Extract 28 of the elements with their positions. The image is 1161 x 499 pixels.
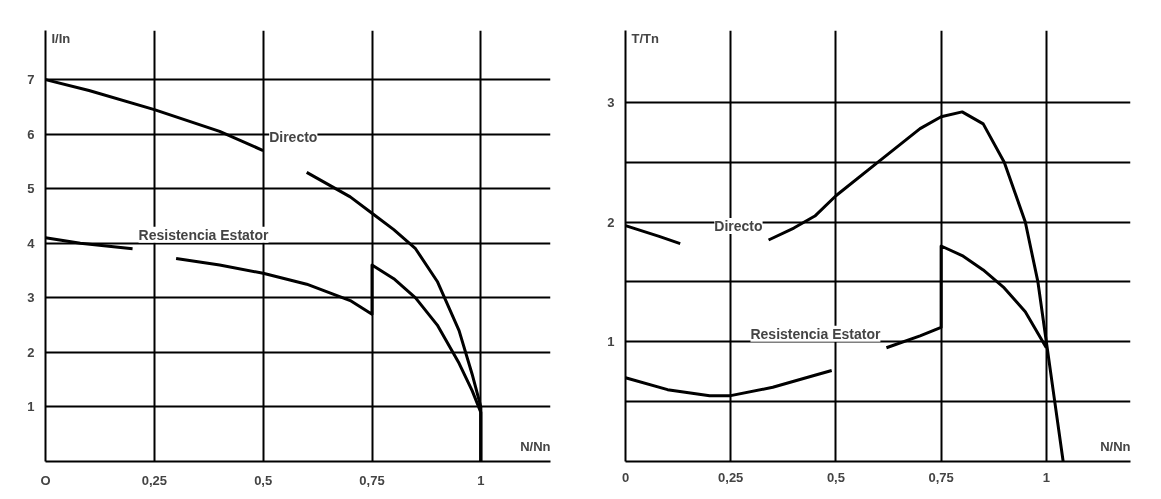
x-tick-label: 1	[1042, 469, 1050, 485]
x-tick-label: 0,25	[718, 469, 744, 485]
x-tick-label: 0,75	[928, 469, 954, 485]
series-label: Resistencia Estator	[138, 226, 270, 243]
y-tick-label: 3	[27, 290, 35, 306]
series-label: Directo	[714, 218, 763, 235]
x-tick-label: O	[40, 472, 51, 488]
y-tick-label: 2	[607, 214, 615, 230]
x-axis-title: N/Nn	[1100, 438, 1131, 454]
y-tick-label: 5	[27, 181, 35, 197]
series-label: Resistencia Estator	[750, 325, 881, 342]
x-tick-label: 0,5	[826, 469, 845, 485]
y-axis-title: T/Tn	[631, 30, 659, 46]
y-tick-label: 3	[607, 94, 615, 110]
x-tick-label: 0,75	[359, 472, 385, 488]
series-label: Directo	[269, 128, 318, 145]
y-tick-label: 6	[27, 126, 35, 142]
y-tick-label: 4	[27, 235, 36, 251]
x-tick-label: 1	[477, 472, 485, 488]
y-tick-label: 1	[27, 399, 35, 415]
y-tick-label: 7	[27, 72, 35, 88]
x-axis-title: N/Nn	[520, 438, 551, 454]
y-axis-title: I/In	[51, 30, 71, 46]
y-tick-label: 2	[27, 344, 35, 360]
y-tick-label: 1	[607, 334, 615, 350]
x-tick-label: 0,25	[141, 472, 167, 488]
x-tick-label: 0	[621, 469, 630, 485]
x-tick-label: 0,5	[254, 472, 273, 488]
